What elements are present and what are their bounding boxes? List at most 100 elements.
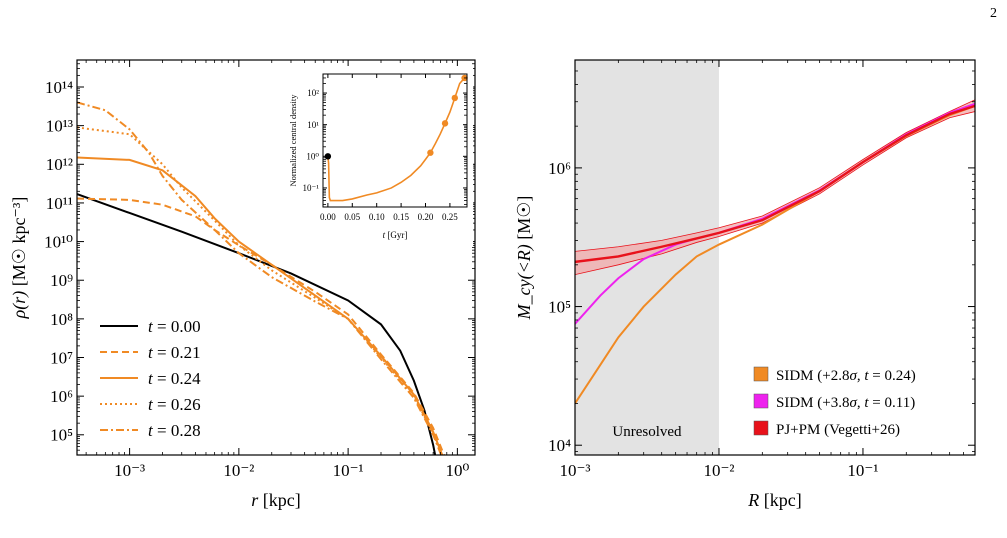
right-legend-label-t: t — [864, 368, 869, 384]
right-legend-swatch-1 — [753, 393, 769, 409]
right-series-line-2 — [575, 104, 975, 264]
page-number: 2 — [990, 6, 997, 21]
left-y-axis-var: ρ(r) — [9, 291, 30, 320]
right-legend-label-pre: SIDM (+2.8 — [776, 368, 849, 384]
left-x-axis-unit: [kpc] — [258, 490, 300, 510]
left-legend-label-value: = 0.21 — [153, 343, 201, 362]
right-y-tick-label: 10⁵ — [548, 298, 571, 317]
right-legend: SIDM (+2.8σ, t = 0.24) SIDM (+3.8σ, t = 0… — [753, 366, 916, 438]
left-x-tick-label: 10⁻² — [223, 461, 254, 480]
left-y-tick-label: 10⁵ — [50, 426, 73, 445]
inset-x-axis-var: t — [383, 230, 386, 240]
inset-chart: 0.00 0.05 0.10 0.15 0.20 0.25 10⁻¹ 10⁰ 10¹ 10² t [… — [270, 66, 473, 246]
right-legend-label-2: PJ+PM (Vegetti+26) — [776, 422, 900, 438]
right-y-axis-var: M_cy(<R) — [514, 244, 535, 320]
left-legend-label-value: = 0.26 — [153, 395, 201, 414]
right-legend-label-sigma: σ — [849, 368, 857, 384]
inset-y-tick-label: 10¹ — [307, 120, 319, 130]
inset-series-group — [327, 77, 466, 202]
left-legend-label-value: = 0.24 — [153, 369, 201, 388]
right-legend-label-mid: , — [857, 395, 865, 411]
left-y-axis-label: ρ(r) [M☉ kpc⁻³] — [9, 197, 30, 320]
left-x-tick-label: 10⁻¹ — [333, 461, 364, 480]
inset-y-tick-label: 10² — [307, 88, 319, 98]
inset-background — [270, 66, 473, 246]
left-legend-label-value: = 0.00 — [153, 317, 201, 336]
left-series-line-3 — [77, 126, 443, 455]
inset-y-axis-label: Normalized central density — [288, 94, 298, 187]
left-legend-label-4: t = 0.28 — [148, 421, 201, 440]
left-legend-label-t: t — [148, 395, 154, 414]
inset-marker-1 — [427, 149, 434, 156]
left-legend-label-0: t = 0.00 — [148, 317, 201, 336]
right-legend-label-mid: , — [857, 368, 865, 384]
right-legend-label-0: SIDM (+2.8σ, t = 0.24) — [776, 368, 916, 384]
left-series-line-4 — [77, 101, 443, 455]
right-legend-label-pre: PJ+PM (Vegetti+26) — [776, 422, 900, 438]
left-y-tick-label: 10⁹ — [50, 271, 73, 290]
inset-x-tick-label: 0.25 — [442, 212, 458, 222]
left-x-axis-label: r [kpc] — [251, 490, 301, 510]
inset-x-tick-label: 0.00 — [320, 212, 336, 222]
right-legend-label-pre: SIDM (+3.8 — [776, 395, 849, 411]
inset-x-tick-label: 0.15 — [393, 212, 409, 222]
left-y-axis-unit: [M☉ kpc⁻³] — [9, 197, 29, 291]
left-x-tick-label: 10⁻³ — [114, 461, 145, 480]
inset-marker-3 — [451, 94, 458, 102]
right-chart: Unresolved 10⁻³ 10⁻² 10⁻¹ 10⁴ 10⁵ 10⁶ R [kpc] M_… — [514, 59, 976, 510]
inset-x-tick-label: 0.05 — [344, 212, 360, 222]
left-y-tick-label: 10¹² — [46, 155, 73, 174]
left-series-line-2 — [77, 156, 444, 455]
inset-y-tick-label: 10⁻¹ — [303, 183, 320, 193]
right-y-tick-label: 10⁶ — [548, 159, 571, 178]
left-legend-label-value: = 0.28 — [153, 421, 201, 440]
right-plot-area — [575, 60, 975, 455]
right-x-axis-var: R — [747, 490, 759, 510]
left-x-axis-var: r — [251, 490, 259, 510]
inset-series-line-0 — [327, 77, 466, 202]
right-legend-swatch-0 — [753, 366, 769, 382]
right-x-axis-unit: [kpc] — [759, 490, 801, 510]
left-chart: 10⁻³ 10⁻² 10⁻¹ 10⁰ 10⁵ 10⁶ 10⁷ 10⁸ 10⁹ 10¹⁰ 10¹¹ 10… — [9, 59, 476, 510]
left-y-tick-label: 10⁸ — [50, 310, 73, 329]
left-y-tick-label: 10¹⁰ — [44, 233, 73, 252]
right-legend-label-post: = 0.11) — [869, 395, 916, 411]
inset-x-axis-label: t [Gyr] — [383, 230, 408, 240]
left-legend: t = 0.00t = 0.21t = 0.24t = 0.26t = 0.28 — [100, 317, 201, 440]
inset-frame — [322, 73, 468, 208]
left-series-group — [77, 101, 446, 455]
right-x-axis-label: R [kpc] — [747, 490, 801, 510]
unresolved-label: Unresolved — [612, 424, 682, 440]
left-y-tick-label: 10⁷ — [50, 348, 73, 367]
inset-x-tick-label: 0.20 — [418, 212, 434, 222]
left-legend-label-t: t — [148, 421, 154, 440]
left-legend-label-3: t = 0.26 — [148, 395, 201, 414]
right-legend-label-sigma: σ — [849, 395, 857, 411]
left-legend-label-2: t = 0.24 — [148, 369, 201, 388]
right-y-tick-label: 10⁴ — [548, 436, 571, 455]
inset-marker-2 — [441, 120, 449, 127]
right-x-tick-label: 10⁻² — [703, 461, 734, 480]
right-frame — [574, 59, 976, 456]
left-legend-label-1: t = 0.21 — [148, 343, 201, 362]
inset-x-axis-unit: [Gyr] — [385, 230, 407, 240]
inset-y-tick-label: 10⁰ — [306, 151, 319, 161]
right-y-axis-label: M_cy(<R) [M☉] — [514, 196, 535, 321]
right-x-tick-label: 10⁻¹ — [847, 461, 878, 480]
right-y-axis-unit: [M☉] — [514, 196, 534, 245]
left-legend-label-t: t — [148, 317, 154, 336]
left-y-tick-label: 10¹³ — [46, 117, 73, 136]
left-y-tick-label: 10¹⁴ — [45, 78, 73, 97]
left-y-tick-label: 10¹¹ — [46, 194, 73, 213]
left-legend-label-t: t — [148, 343, 154, 362]
left-x-tick-label: 10⁰ — [445, 461, 469, 480]
right-legend-label-t: t — [864, 395, 869, 411]
left-legend-label-t: t — [148, 369, 154, 388]
left-y-tick-label: 10⁶ — [50, 387, 73, 406]
right-legend-label-post: = 0.24) — [869, 368, 916, 384]
inset-x-tick-label: 0.10 — [369, 212, 385, 222]
inset-marker-0 — [324, 153, 332, 160]
right-legend-label-1: SIDM (+3.8σ, t = 0.11) — [776, 395, 915, 411]
right-x-tick-label: 10⁻³ — [559, 461, 590, 480]
